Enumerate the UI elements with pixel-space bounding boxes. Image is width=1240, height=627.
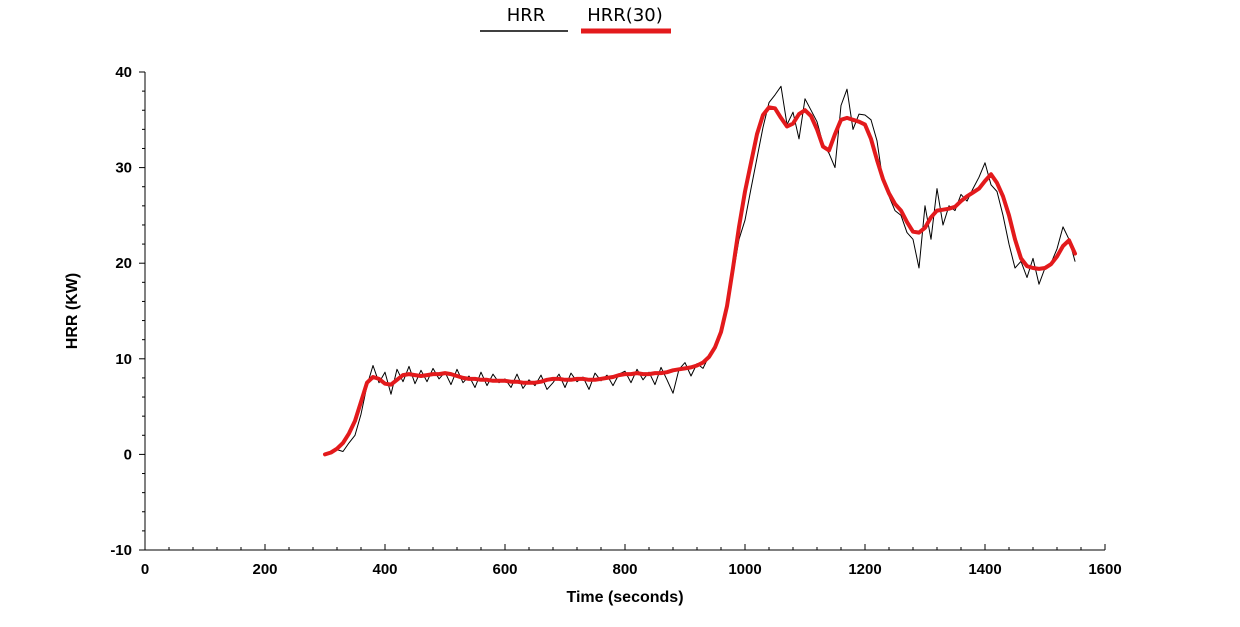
legend: HRR HRR(30): [480, 5, 671, 34]
legend-label-hrr: HRR: [507, 5, 546, 26]
x-tick-label: 0: [141, 561, 149, 578]
x-tick-label: 1400: [968, 561, 1001, 578]
x-tick-label: 800: [612, 561, 637, 578]
x-tick-label: 200: [252, 561, 277, 578]
x-axis-title: Time (seconds): [566, 589, 683, 606]
x-tick-label: 1600: [1088, 561, 1121, 578]
y-tick-label: 40: [115, 64, 132, 81]
y-tick-label: 10: [115, 351, 132, 368]
y-tick-label: 0: [124, 446, 132, 463]
legend-label-hrr-30: HRR(30): [587, 5, 663, 26]
x-tick-label: 600: [492, 561, 517, 578]
y-axis-title: HRR (KW): [64, 273, 81, 349]
x-tick-label: 400: [372, 561, 397, 578]
x-tick-label: 1000: [728, 561, 761, 578]
legend-item-hrr: HRR: [480, 5, 568, 32]
x-tick-label: 1200: [848, 561, 881, 578]
y-axis-ticks: -10 0 10 20 30 40: [110, 64, 145, 559]
legend-item-hrr-30: HRR(30): [581, 5, 671, 34]
x-axis-ticks: 0 200 400 600 800 1000 1200 1400 1600: [141, 544, 1122, 578]
y-tick-label: 20: [115, 255, 132, 272]
series-line-hrr-30: [323, 105, 1077, 457]
series-line-hrr: [324, 85, 1076, 455]
y-tick-label: -10: [110, 542, 132, 559]
series-layer: [323, 85, 1077, 457]
y-tick-label: 30: [115, 160, 132, 177]
